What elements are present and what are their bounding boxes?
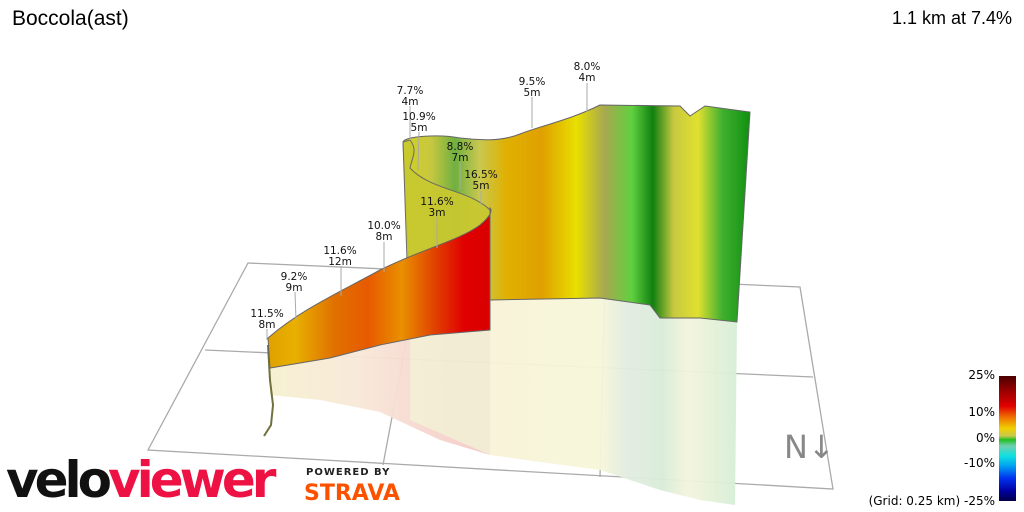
annotation-length: 8m [376, 231, 393, 243]
annotation-length: 5m [473, 180, 490, 192]
veloviewer-logo[interactable]: veloviewer [6, 451, 276, 509]
annotation-gradient: 8.0% [574, 61, 601, 73]
annotation-length: 5m [411, 122, 428, 134]
annotation-length: 3m [429, 207, 446, 219]
legend-tick-10: 10% [968, 405, 995, 419]
annotation-length: 9m [286, 282, 303, 294]
annotation-length: 8m [259, 319, 276, 331]
annotation-gradient: 11.5% [250, 308, 283, 320]
annotation-gradient: 11.6% [323, 245, 356, 257]
annotation-gradient: 16.5% [464, 169, 497, 181]
annotation-length: 4m [579, 72, 596, 84]
annotation-length: 7m [452, 152, 469, 164]
legend-tick-max: 25% [968, 368, 995, 382]
annotation-gradient: 9.5% [519, 76, 546, 88]
gradient-annotations: 11.5% 8m 9.2% 9m 11.6% 12m 10.0% 8m 11.6… [250, 61, 600, 331]
annotation-gradient: 8.8% [447, 141, 474, 153]
segment-summary: 1.1 km at 7.4% [891, 8, 1012, 28]
annotation-gradient: 10.0% [367, 220, 400, 232]
annotation-gradient: 11.6% [420, 196, 453, 208]
legend-tick-0: 0% [975, 431, 995, 445]
north-compass-icon: N↓ [784, 428, 835, 466]
annotation-length: 4m [402, 96, 419, 108]
annotation-leaders [266, 83, 588, 340]
strava-logo[interactable]: STRAVA [304, 481, 400, 506]
route-start-trace [263, 344, 275, 437]
annotation-gradient: 7.7% [397, 85, 424, 97]
profile-reflection [270, 298, 737, 505]
grid-note: (Grid: 0.25 km) [868, 494, 961, 508]
legend-tick-neg10: -10% [963, 456, 995, 470]
profile-wall-lower [267, 206, 492, 369]
legend-tick-min-label: -25% [963, 494, 995, 508]
annotation-gradient: 10.9% [402, 111, 435, 123]
legend-tick-min: (Grid: 0.25 km) -25% [869, 494, 995, 508]
annotation-gradient: 9.2% [281, 271, 308, 283]
legend-color-bar [999, 376, 1016, 501]
annotation-length: 12m [328, 256, 352, 268]
logo-velo-text: velo [6, 451, 112, 509]
powered-by-label: POWERED BY [306, 467, 391, 478]
annotation-length: 5m [524, 87, 541, 99]
segment-title: Boccola(ast) [12, 7, 129, 30]
logo-viewer-text: viewer [108, 451, 276, 509]
